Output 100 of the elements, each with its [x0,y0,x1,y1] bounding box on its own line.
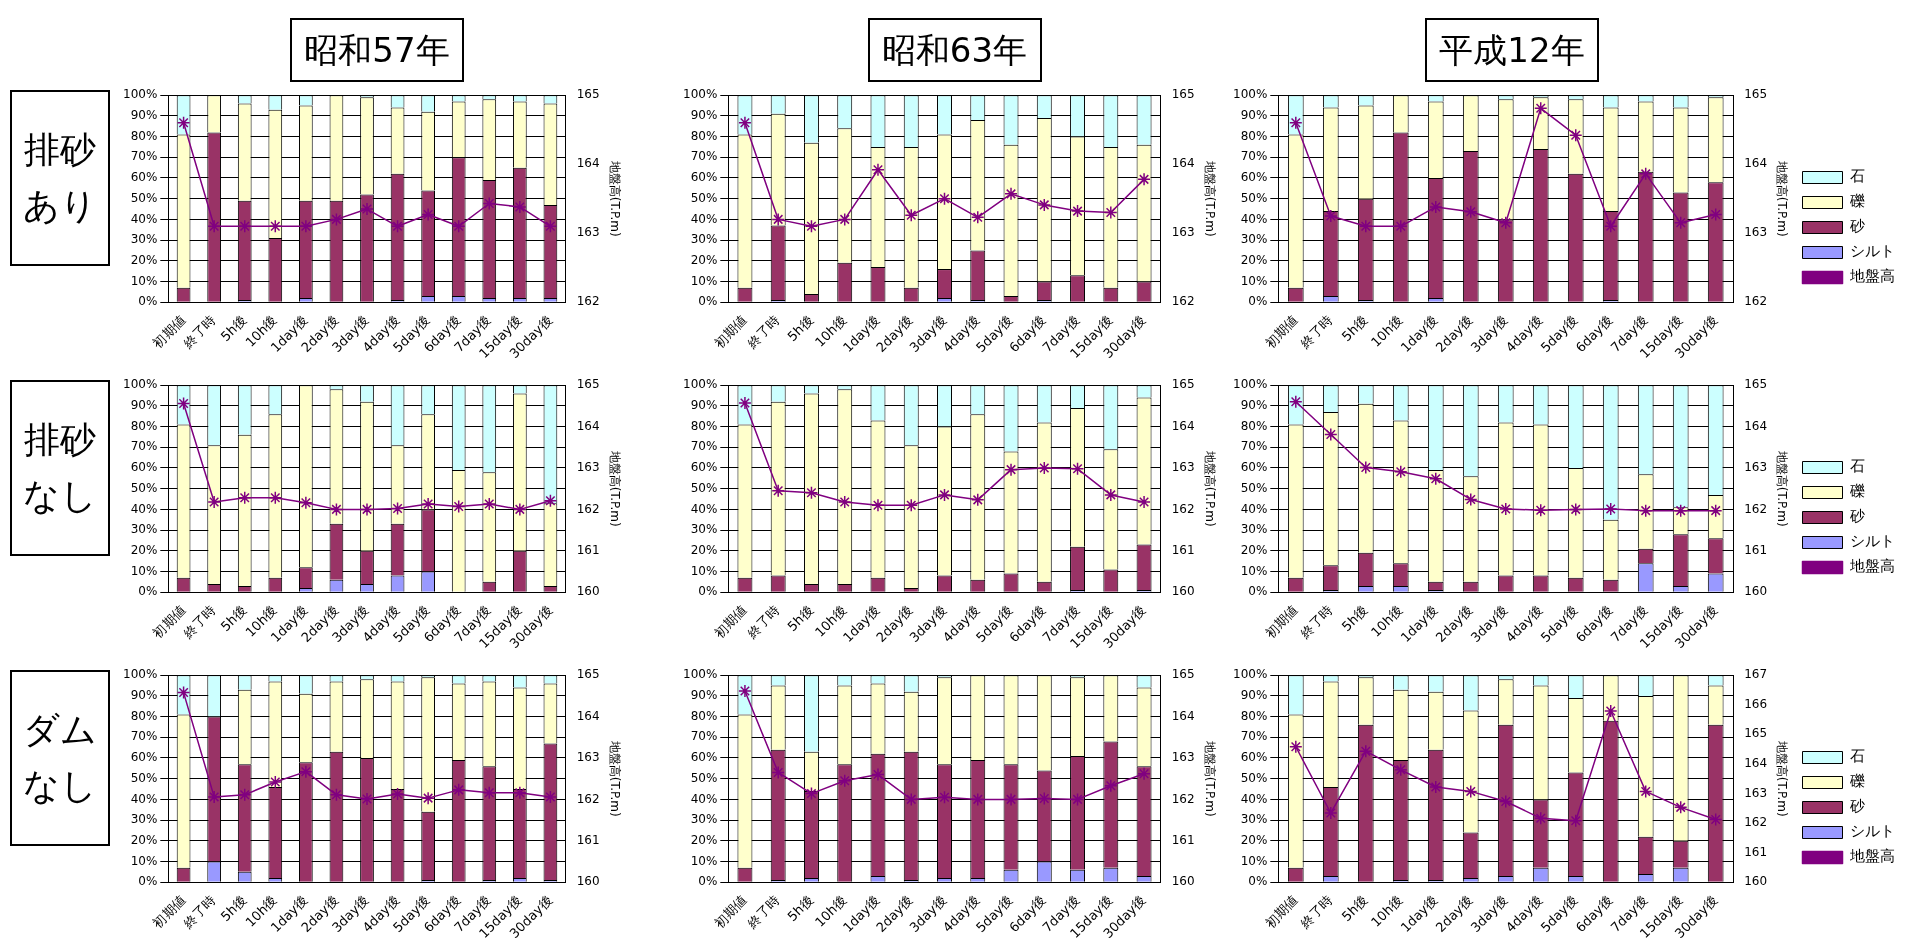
point [1568,813,1583,828]
point [1037,461,1052,475]
y-tick-label: 60% [130,750,158,765]
y-tick-label: 60% [130,460,158,475]
legend-label: 砂 [1849,507,1865,526]
point [904,208,918,222]
point [299,219,313,234]
point [543,219,558,234]
point [1499,502,1513,516]
point [1394,763,1408,777]
point [1104,488,1118,502]
y-tick-label: 90% [690,398,718,413]
y-tick-label: 50% [1240,770,1268,785]
point [1533,503,1548,517]
y2-tick-label: 165 [1744,377,1768,392]
y-tick-label: 30% [1240,522,1268,537]
point [1464,205,1478,219]
y2-tick-label: 164 [1744,756,1768,771]
point [871,498,885,512]
y2-axis-title: 地盤高(T.P.m) [1202,739,1217,817]
point [421,497,435,511]
point [937,488,952,502]
y-tick-label: 20% [1240,252,1268,267]
y2-axis-title: 地盤高(T.P.m) [607,449,622,527]
point [451,783,466,797]
text: 排砂あり [10,90,110,266]
y-tick-label: 80% [1240,128,1268,143]
legend-label: 石 [1850,747,1865,766]
point [971,210,985,225]
y2-tick-label: 162 [1744,815,1768,830]
y-tick-label: 30% [130,812,158,827]
point [268,775,283,789]
y-tick-label: 20% [1240,542,1268,557]
point [1638,503,1653,518]
point [1603,502,1618,516]
point [837,774,852,788]
y-tick-label: 0% [138,584,158,599]
y-tick-label: 10% [1240,853,1268,868]
y-tick-label: 60% [690,750,718,765]
y2-tick-label: 165 [1744,87,1768,102]
x-tick-label: 5h後 [1338,892,1371,925]
point [360,792,374,806]
chart-title: 平成12年 [1425,18,1599,82]
x-tick-label: 初期値 [1262,602,1301,641]
y2-tick-label: 164 [1171,156,1195,171]
y2-tick-label: 163 [576,750,600,765]
y-tick-label: 90% [130,688,158,703]
legend-label: 地盤高 [1849,557,1895,576]
y-tick-label: 100% [1232,667,1268,682]
point [360,502,374,517]
point [1137,172,1151,187]
legend-label: 礫 [1849,482,1865,501]
y2-tick-label: 166 [1744,696,1768,711]
point [268,219,283,234]
point [1104,205,1118,220]
point [513,200,527,214]
y2-tick-label: 164 [1744,418,1768,433]
y2-tick-label: 162 [576,791,600,806]
point [1324,427,1338,442]
y-tick-label: 50% [690,480,718,495]
point [207,495,221,509]
y2-tick-label: 163 [576,460,600,475]
point [390,501,405,516]
point [176,685,191,700]
y-tick-label: 10% [1240,273,1268,288]
y2-tick-label: 162 [1171,294,1195,309]
y-tick-label: 40% [690,501,718,516]
point [1499,216,1513,230]
point [771,765,785,780]
y2-axis-title: 地盤高(T.P.m) [1202,449,1217,527]
legend-label: 砂 [1849,797,1865,816]
y2-tick-label: 165 [1171,377,1195,392]
point [1499,794,1513,809]
point [543,493,558,508]
y2-tick-label: 164 [576,156,600,171]
point [360,202,374,216]
x-tick-label: 5h後 [1338,602,1371,635]
y-tick-label: 30% [130,522,158,537]
y-tick-label: 50% [1240,480,1268,495]
point [513,502,527,517]
y-tick-label: 40% [690,791,718,806]
x-tick-label: 5h後 [784,602,816,635]
y-tick-label: 30% [130,232,158,247]
y-tick-label: 70% [1240,149,1268,164]
point [390,219,405,234]
y-tick-label: 20% [130,252,158,267]
y-tick-label: 20% [690,542,718,557]
point [299,496,313,510]
y-tick-label: 50% [130,480,158,495]
x-tick-label: 5h後 [784,892,816,925]
x-tick-label: 5h後 [784,312,816,345]
point [1673,800,1688,815]
y-tick-label: 90% [690,108,718,123]
point [904,792,918,807]
y-tick-label: 0% [138,874,158,889]
point [971,493,985,507]
y2-tick-label: 161 [576,542,600,557]
y2-tick-label: 164 [1744,156,1768,171]
point [1104,778,1118,793]
y-tick-label: 10% [130,563,158,578]
